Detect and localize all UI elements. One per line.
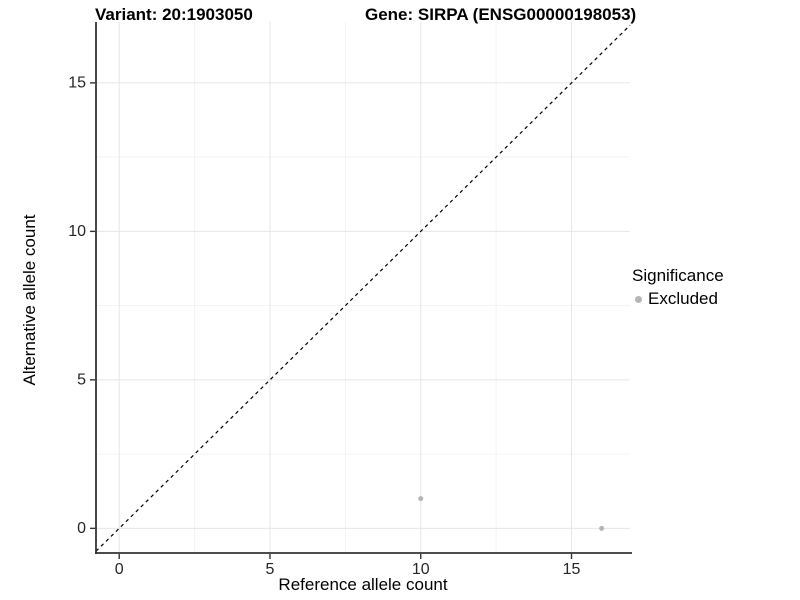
x-axis-title: Reference allele count <box>278 575 448 594</box>
legend: Significance Excluded <box>632 266 724 309</box>
y-tick-label: 0 <box>77 520 86 537</box>
identity-dashed-line <box>95 24 631 552</box>
gene-title: Gene: SIRPA (ENSG00000198053) <box>365 5 637 24</box>
y-tick-label: 15 <box>68 74 86 91</box>
legend-key-dot-icon <box>635 295 642 303</box>
y-tick-label: 5 <box>77 371 86 388</box>
legend-item-excluded: Excluded <box>632 289 724 309</box>
y-tick-label: 10 <box>68 223 86 240</box>
x-tick-label: 15 <box>563 561 581 578</box>
data-point <box>418 496 424 502</box>
x-tick-label: 10 <box>412 561 430 578</box>
y-axis-title: Alternative allele count <box>20 214 39 386</box>
variant-title: Variant: 20:1903050 <box>95 5 253 24</box>
data-point <box>599 525 605 531</box>
x-tick-label: 0 <box>115 561 124 578</box>
x-tick-label: 5 <box>266 561 275 578</box>
legend-item-label: Excluded <box>648 289 718 308</box>
legend-title: Significance <box>632 266 724 285</box>
